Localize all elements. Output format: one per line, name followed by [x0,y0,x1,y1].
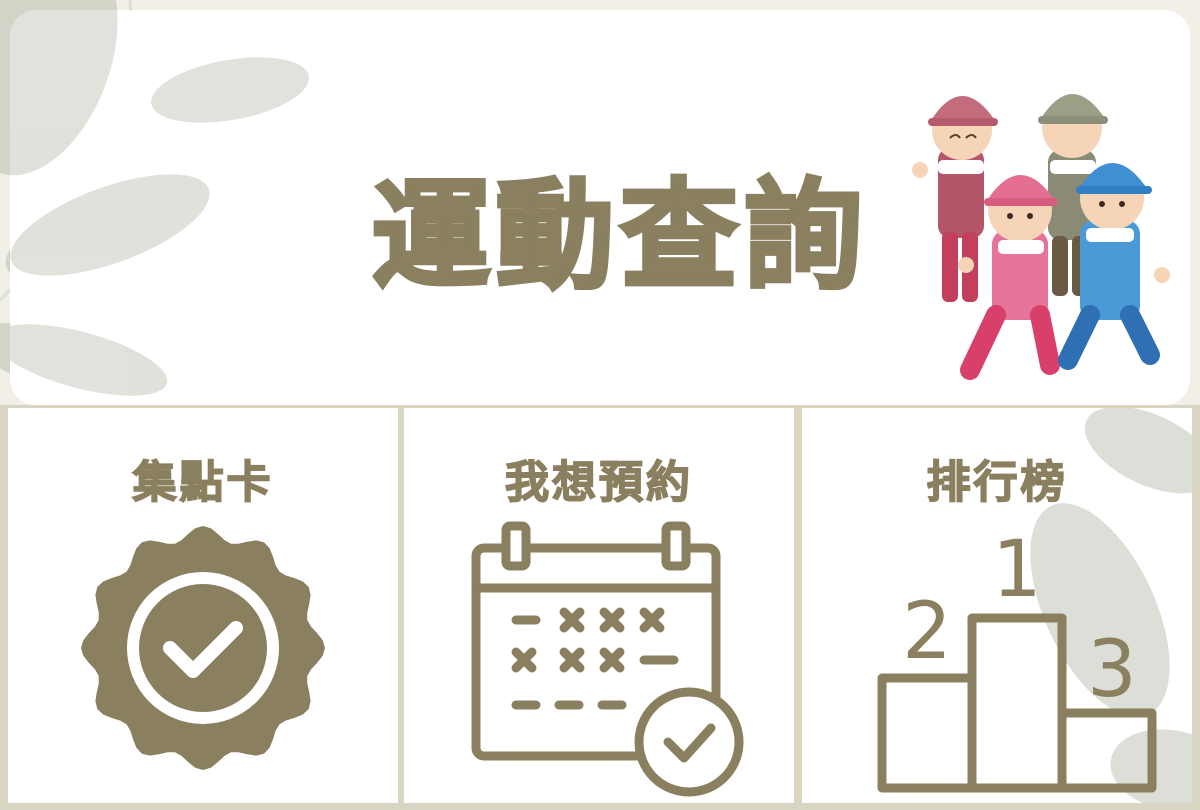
rank-3-label: 3 [1087,625,1137,715]
rank-1-label: 1 [992,525,1042,615]
menu-card-booking[interactable]: 我想預約 [404,408,794,803]
walking-people-illustration [912,94,1170,380]
menu-card-label: 集點卡 [132,456,274,509]
menu-card-label: 排行榜 [926,456,1068,509]
rank-2-label: 2 [902,587,952,677]
menu-card-label: 我想預約 [504,456,693,509]
calendar-check-icon [471,521,744,797]
menu-card-leaderboard[interactable]: 排行榜 1 2 3 [802,408,1192,803]
podium-icon: 1 2 3 [877,525,1157,793]
menu-card-stamp-card[interactable]: 集點卡 [8,408,398,803]
badge-check-icon [81,526,325,770]
page-title: 運動查詢 [370,165,868,307]
header-panel: 運動查詢 [10,10,1190,405]
